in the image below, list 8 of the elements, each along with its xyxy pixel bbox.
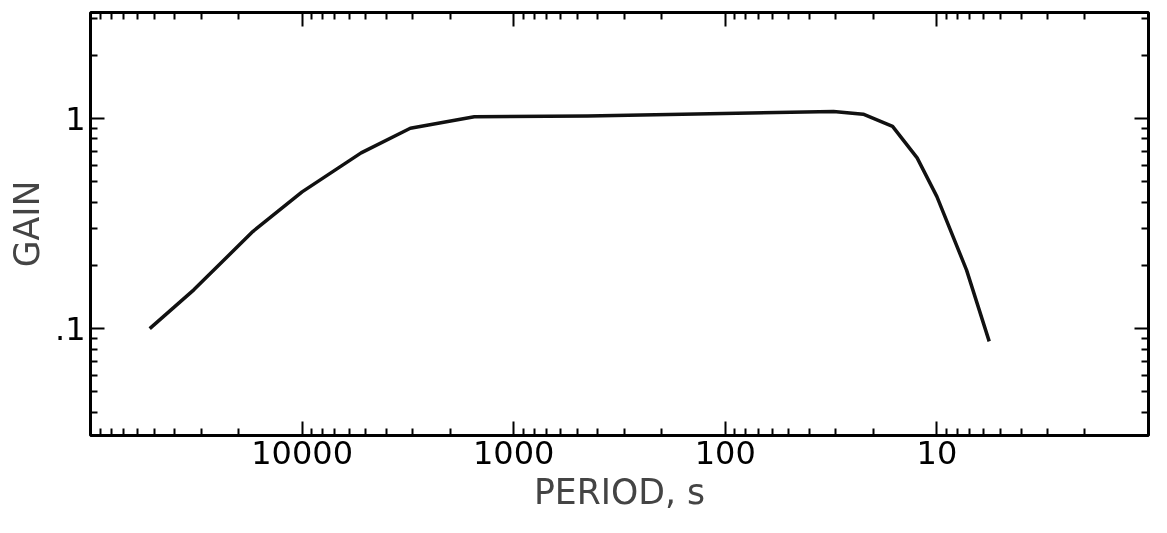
- x-axis-title: PERIOD, s: [533, 471, 706, 512]
- y-tick-label: 1: [65, 100, 86, 139]
- y-tick-label: .1: [54, 310, 86, 349]
- x-tick-label: 10: [916, 433, 958, 472]
- x-tick-label: 1000: [472, 433, 555, 472]
- x-tick-label: 100: [694, 433, 756, 472]
- x-tick-label: 10000: [251, 433, 353, 472]
- y-axis-title: GAIN: [6, 180, 47, 268]
